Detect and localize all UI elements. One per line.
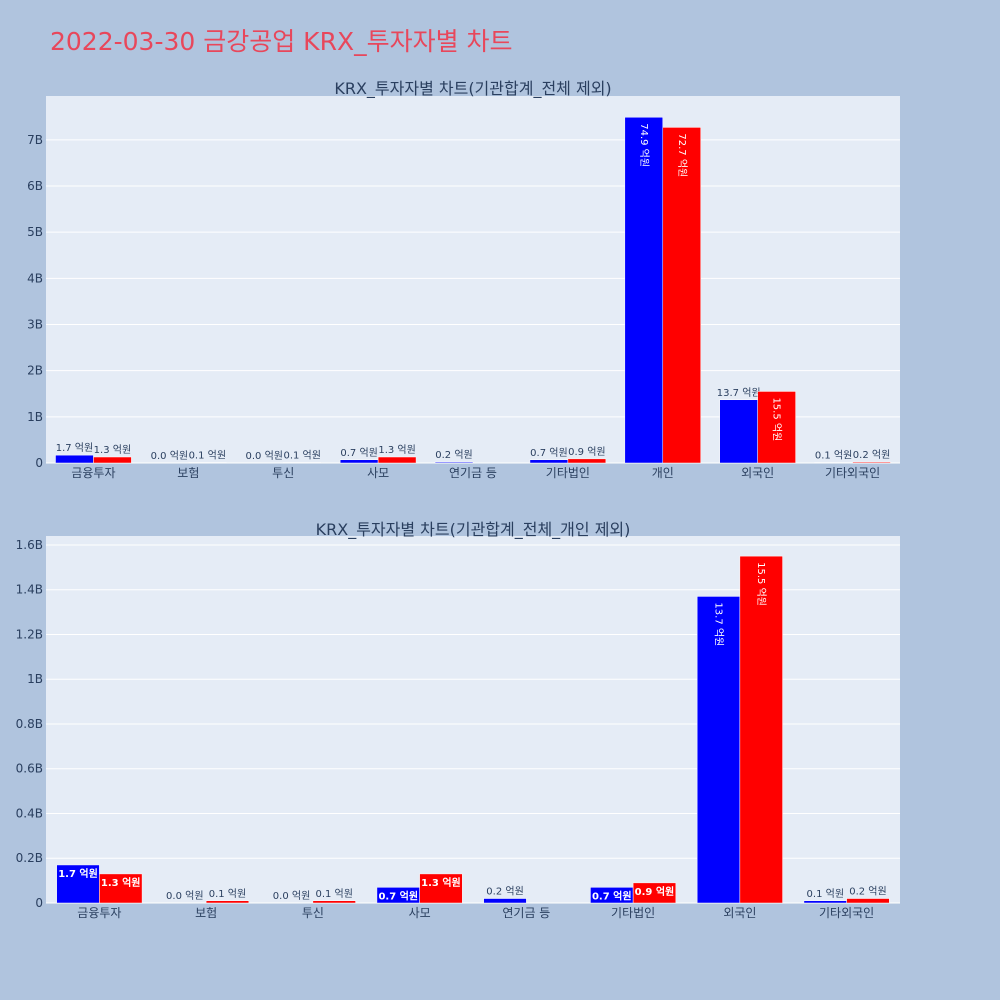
data-label: 74.9 억원 <box>638 123 650 167</box>
data-label: 0.1 억원 <box>315 888 352 900</box>
bar <box>56 864 100 904</box>
data-label: 1.7 억원 <box>56 442 93 454</box>
y-tick-label: 1.4B <box>16 583 43 597</box>
data-label: 0.2 억원 <box>853 449 890 461</box>
x-tick-label: 투신 <box>272 466 294 480</box>
y-tick-label: 1B <box>27 410 43 424</box>
data-label: 0.7 억원 <box>530 447 567 459</box>
bar <box>529 459 569 464</box>
page-title: 2022-03-30 금강공업 KRX_투자자별 차트 <box>50 27 513 56</box>
x-tick-label: 사모 <box>409 906 431 920</box>
data-label: 13.7 억원 <box>717 387 761 399</box>
data-label: 0.0 억원 <box>151 450 188 462</box>
y-tick-label: 1B <box>27 672 43 686</box>
y-tick-label: 4B <box>27 271 43 285</box>
bar <box>852 461 891 464</box>
bar <box>483 898 527 904</box>
data-label: 1.7 억원 <box>58 867 98 880</box>
x-tick-label: 외국인 <box>723 906 756 920</box>
data-label: 0.0 억원 <box>246 450 283 462</box>
x-tick-label: 기타외국인 <box>825 466 880 480</box>
bar <box>434 461 474 464</box>
x-tick-label: 연기금 등 <box>449 466 497 480</box>
bar <box>99 873 143 904</box>
data-label: 0.7 억원 <box>340 447 377 459</box>
y-tick-label: 0.4B <box>16 806 43 820</box>
bar <box>757 391 796 464</box>
y-tick-label: 0.2B <box>16 851 43 865</box>
y-tick-label: 2B <box>27 364 43 378</box>
bar <box>803 900 847 904</box>
data-label: 0.2 억원 <box>435 449 472 461</box>
data-label: 72.7 억원 <box>676 133 688 177</box>
x-tick-label: 보험 <box>177 466 199 480</box>
data-label: 1.3 억원 <box>94 444 131 456</box>
data-label: 1.3 억원 <box>421 876 461 889</box>
x-tick-label: 기타외국인 <box>819 906 874 920</box>
data-label: 0.1 억원 <box>209 888 246 900</box>
bar <box>312 900 356 904</box>
bar <box>205 900 250 904</box>
data-label: 13.7 억원 <box>713 602 725 646</box>
data-label: 0.9 억원 <box>568 446 605 458</box>
data-label: 15.5 억원 <box>755 562 767 606</box>
data-label: 1.3 억원 <box>378 444 415 456</box>
bar <box>719 399 758 464</box>
bar <box>662 127 701 464</box>
data-label: 15.5 억원 <box>771 397 783 441</box>
y-tick-label: 6B <box>27 179 43 193</box>
bar <box>846 898 890 904</box>
y-tick-label: 0.6B <box>16 762 43 776</box>
data-label: 0.9 억원 <box>635 885 675 898</box>
chart-title: KRX_투자자별 차트(기관합계_전체_개인 제외) <box>316 520 631 540</box>
x-tick-label: 외국인 <box>741 466 774 480</box>
bar <box>93 456 132 464</box>
y-tick-label: 0.8B <box>16 717 43 731</box>
x-tick-label: 보험 <box>195 906 217 920</box>
bar <box>419 873 463 904</box>
data-label: 0.0 억원 <box>273 890 310 902</box>
data-label: 0.0 억원 <box>166 890 203 902</box>
x-tick-label: 기타법인 <box>546 466 590 480</box>
x-tick-label: 금융투자 <box>71 466 115 480</box>
y-tick-label: 1.6B <box>16 538 43 552</box>
bar <box>739 555 783 904</box>
y-tick-label: 5B <box>27 225 43 239</box>
x-tick-label: 투신 <box>302 906 324 920</box>
data-label: 0.2 억원 <box>849 886 886 898</box>
data-label: 0.1 억원 <box>189 450 226 462</box>
y-tick-label: 3B <box>27 318 43 332</box>
data-label: 0.2 억원 <box>486 886 523 898</box>
bar <box>567 458 607 464</box>
x-tick-label: 개인 <box>652 466 674 480</box>
bar <box>377 456 417 464</box>
x-tick-label: 금융투자 <box>77 906 121 920</box>
data-label: 0.7 억원 <box>378 889 418 902</box>
bar <box>696 596 741 904</box>
y-tick-label: 1.2B <box>16 627 43 641</box>
data-label: 0.1 억원 <box>807 888 844 900</box>
y-tick-label: 0 <box>35 896 43 910</box>
x-tick-label: 사모 <box>367 466 389 480</box>
chart-title: KRX_투자자별 차트(기관합계_전체 제외) <box>334 79 611 99</box>
bar <box>632 882 677 904</box>
x-tick-label: 연기금 등 <box>502 906 550 920</box>
bar <box>339 459 379 464</box>
bar <box>624 116 664 464</box>
y-tick-label: 0 <box>35 456 43 470</box>
data-label: 0.7 억원 <box>592 889 632 902</box>
data-label: 0.1 억원 <box>283 450 320 462</box>
y-tick-label: 7B <box>27 133 43 147</box>
x-tick-label: 기타법인 <box>611 906 655 920</box>
data-label: 0.1 억원 <box>815 450 852 462</box>
bar <box>55 454 94 464</box>
data-label: 1.3 억원 <box>101 876 141 889</box>
